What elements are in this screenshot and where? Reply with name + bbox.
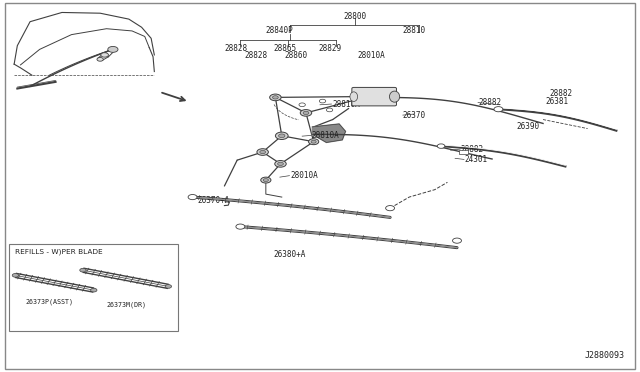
Text: 26381: 26381 [545, 97, 568, 106]
Bar [9, 244, 178, 331]
Circle shape [386, 206, 394, 211]
Text: 28828: 28828 [225, 44, 248, 53]
Text: 24301: 24301 [464, 155, 487, 164]
Circle shape [275, 161, 286, 167]
Text: 28810A: 28810A [333, 100, 360, 109]
Text: 28882: 28882 [549, 89, 573, 98]
Circle shape [188, 195, 197, 200]
Text: 28840P: 28840P [266, 26, 293, 35]
Circle shape [308, 139, 319, 145]
Circle shape [278, 134, 285, 138]
Text: J2880093: J2880093 [584, 351, 625, 360]
Circle shape [260, 150, 266, 154]
Circle shape [299, 103, 305, 107]
Text: 28810A: 28810A [312, 131, 339, 140]
Circle shape [273, 96, 278, 99]
Text: 26370: 26370 [403, 110, 426, 120]
Circle shape [269, 94, 281, 101]
Circle shape [311, 140, 316, 143]
Circle shape [319, 99, 326, 103]
Text: 28810: 28810 [403, 26, 426, 35]
Circle shape [12, 273, 19, 277]
Text: 28828: 28828 [244, 51, 268, 60]
Circle shape [165, 285, 172, 288]
Text: REFILLS - W)PER BLADE: REFILLS - W)PER BLADE [15, 248, 103, 254]
Text: 26373P(ASST): 26373P(ASST) [25, 299, 73, 305]
Circle shape [108, 46, 118, 52]
Text: 28010A: 28010A [291, 171, 319, 180]
Circle shape [494, 107, 503, 112]
Circle shape [260, 177, 271, 183]
FancyBboxPatch shape [352, 87, 396, 106]
Text: 26380+A: 26380+A [274, 250, 306, 259]
Circle shape [91, 288, 97, 292]
Text: 28882: 28882 [460, 145, 483, 154]
Circle shape [236, 224, 245, 229]
Circle shape [275, 132, 288, 140]
Text: 26390: 26390 [516, 122, 540, 131]
Text: 28829: 28829 [319, 44, 342, 53]
Circle shape [80, 268, 86, 272]
Circle shape [303, 111, 309, 115]
Text: 28800: 28800 [344, 12, 367, 21]
Circle shape [257, 149, 268, 155]
Ellipse shape [350, 92, 358, 102]
Text: 28882: 28882 [478, 98, 501, 107]
Text: 26370+A: 26370+A [198, 196, 230, 205]
Circle shape [263, 179, 268, 182]
Circle shape [437, 144, 445, 148]
Text: 28010A: 28010A [357, 51, 385, 60]
Circle shape [300, 110, 312, 116]
Text: 28860: 28860 [284, 51, 307, 60]
Circle shape [278, 162, 284, 166]
Polygon shape [312, 124, 346, 142]
Circle shape [452, 238, 461, 243]
Circle shape [100, 53, 108, 57]
Text: 26373M(DR): 26373M(DR) [106, 301, 147, 308]
Circle shape [97, 58, 103, 61]
Circle shape [326, 108, 333, 112]
Ellipse shape [390, 91, 399, 102]
Text: 28865: 28865 [273, 44, 296, 53]
Bar [459, 150, 468, 154]
